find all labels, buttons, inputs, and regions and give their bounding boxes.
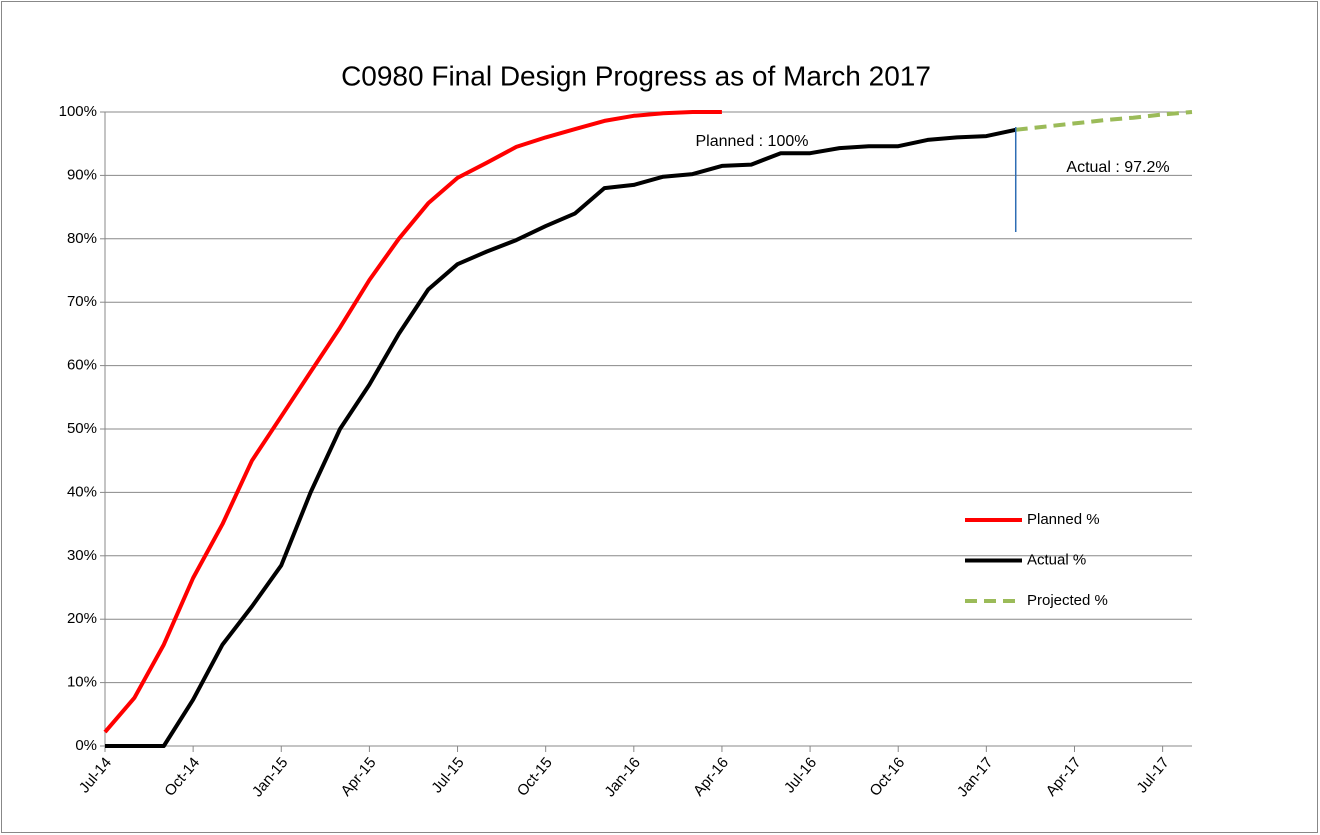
y-tick-label: 100%: [59, 103, 97, 120]
annotation: Actual : 97.2%: [1066, 159, 1169, 176]
annotation: Planned : 100%: [696, 133, 809, 150]
y-tick-label: 40%: [67, 483, 97, 500]
series-line: [1015, 110, 1193, 132]
y-tick-label: 20%: [67, 610, 97, 627]
y-tick-label: 10%: [67, 674, 97, 691]
y-tick-label: 50%: [67, 420, 97, 437]
y-tick-label: 60%: [67, 357, 97, 374]
chart-title: C0980 Final Design Progress as of March …: [341, 60, 931, 91]
legend-label: Planned %: [1027, 511, 1100, 528]
y-tick-label: 30%: [67, 547, 97, 564]
legend-label: Actual %: [1027, 551, 1086, 568]
series-line: [105, 127, 1017, 748]
y-tick-label: 70%: [67, 293, 97, 310]
y-tick-label: 90%: [67, 166, 97, 183]
legend-label: Projected %: [1027, 592, 1108, 609]
y-tick-label: 80%: [67, 230, 97, 247]
y-tick-label: 0%: [75, 737, 97, 754]
series-line: [103, 110, 722, 734]
